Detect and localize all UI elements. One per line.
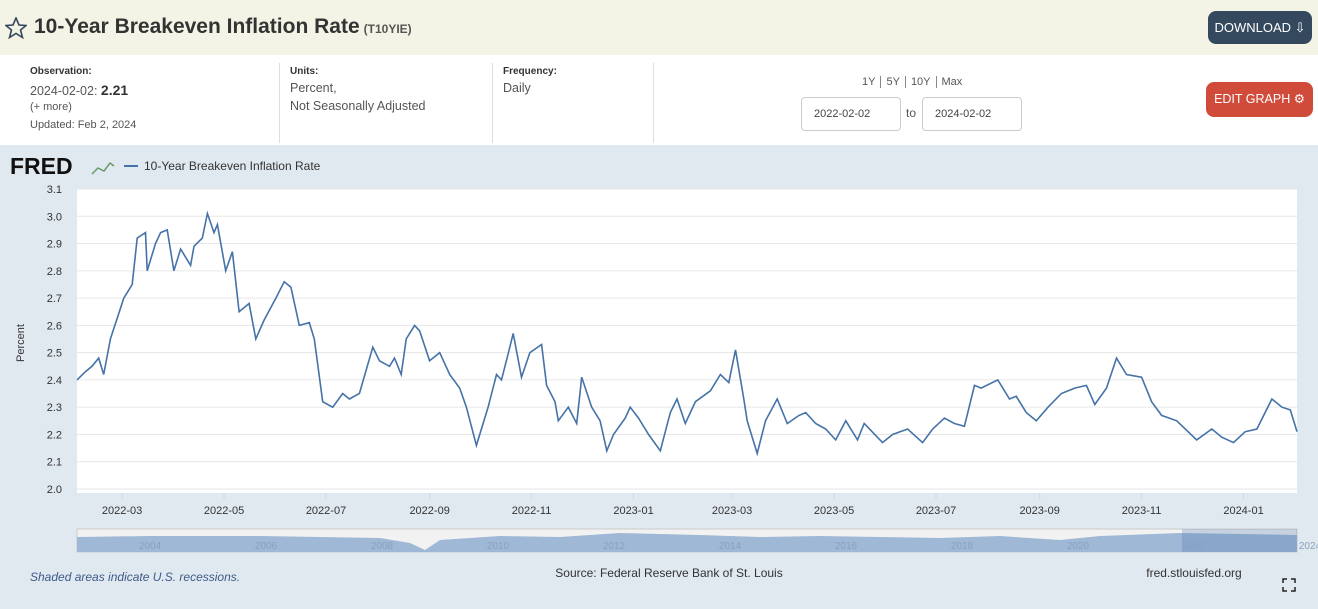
- source: Source: Federal Reserve Bank of St. Loui…: [555, 566, 782, 580]
- navigator-year: 2006: [255, 541, 278, 552]
- legend-label: 10-Year Breakeven Inflation Rate: [144, 159, 321, 173]
- navigator-year: 2014: [719, 541, 742, 552]
- x-tick-label: 2023-05: [814, 505, 854, 517]
- recession-note: Shaded areas indicate U.S. recessions.: [30, 570, 240, 584]
- edit-graph-button[interactable]: EDIT GRAPH ⚙: [1206, 82, 1313, 117]
- navigator-year: 2004: [139, 541, 162, 552]
- download-button[interactable]: DOWNLOAD ⇩: [1208, 11, 1312, 44]
- navigator-year: 2012: [603, 541, 626, 552]
- separator: [653, 63, 654, 143]
- x-tick-label: 2022-09: [409, 505, 449, 517]
- x-tick-label: 2022-03: [102, 505, 142, 517]
- y-tick-label: 2.6: [47, 320, 62, 332]
- observation-label: Observation:: [30, 66, 92, 77]
- more-link[interactable]: (+ more): [30, 101, 72, 113]
- y-tick-label: 2.8: [47, 266, 62, 278]
- navigator-year: 2016: [835, 541, 858, 552]
- x-tick-label: 2023-09: [1019, 505, 1059, 517]
- x-tick-label: 2023-07: [916, 505, 956, 517]
- frequency: Daily: [503, 81, 531, 95]
- y-tick-label: 2.3: [47, 402, 62, 414]
- separator: [279, 63, 280, 143]
- to-label: to: [906, 106, 917, 120]
- logo-icon: [91, 161, 115, 175]
- series-line: [76, 210, 1298, 457]
- frequency-label: Frequency:: [503, 66, 557, 77]
- navigator-selection[interactable]: [1182, 529, 1297, 552]
- range-link[interactable]: 10Y: [904, 76, 936, 88]
- separator: [492, 63, 493, 143]
- observation-value: 2.21: [100, 82, 129, 98]
- y-tick-label: 2.9: [47, 239, 62, 251]
- range-link[interactable]: 1Y: [862, 76, 876, 88]
- x-tick-label: 2022-07: [306, 505, 346, 517]
- units-label: Units:: [290, 66, 319, 77]
- range-links: 1Y 5Y 10Y Max: [857, 72, 968, 90]
- range-link[interactable]: Max: [935, 76, 968, 88]
- star-icon[interactable]: [5, 17, 27, 39]
- y-tick-label: 3.0: [47, 211, 62, 223]
- fred-logo: FRED: [10, 153, 73, 179]
- navigator-year: 2008: [371, 541, 394, 552]
- title: 10-Year Breakeven Inflation Rate (T10YIE): [34, 15, 412, 39]
- navigator-year: 2010: [487, 541, 510, 552]
- range-link[interactable]: 5Y: [880, 76, 905, 88]
- observation-date: 2024-02-02:: [30, 84, 98, 98]
- date-to[interactable]: 2024-02-02: [922, 97, 1022, 131]
- x-tick-label: 2023-01: [613, 505, 653, 517]
- y-axis-label: Percent: [15, 324, 27, 362]
- y-tick-label: 2.0: [47, 484, 62, 496]
- navigator-year: 2018: [951, 541, 974, 552]
- site: fred.stlouisfed.org: [1146, 566, 1241, 580]
- fullscreen-icon[interactable]: [1282, 578, 1296, 592]
- navigator-year: 2022: [1183, 541, 1206, 552]
- updated: Updated: Feb 2, 2024: [30, 119, 137, 131]
- y-tick-label: 2.1: [47, 457, 62, 469]
- plot-area: [77, 189, 1297, 493]
- download-text: DOWNLOAD: [1214, 20, 1292, 35]
- y-tick-label: 2.4: [47, 375, 62, 387]
- x-tick-label: 2022-05: [204, 505, 244, 517]
- edit-text: EDIT GRAPH: [1214, 92, 1291, 106]
- y-tick-label: 2.7: [47, 293, 62, 305]
- y-tick-label: 2.5: [47, 348, 62, 360]
- title-text: 10-Year Breakeven Inflation Rate: [34, 15, 360, 38]
- x-tick-label: 2022-11: [512, 505, 552, 517]
- navigator-year: 2024: [1299, 541, 1318, 552]
- units: Percent,: [290, 81, 337, 95]
- navigator-area: [77, 533, 1297, 552]
- series-id: (T10YIE): [363, 22, 412, 36]
- x-tick-label: 2023-11: [1122, 505, 1162, 517]
- chart: FRED Percent Shaded areas indicate U.S. …: [0, 145, 1318, 609]
- y-tick-label: 3.1: [47, 184, 62, 196]
- navigator-year: 2020: [1067, 541, 1090, 552]
- units-adjustment: Not Seasonally Adjusted: [290, 99, 426, 113]
- header: 10-Year Breakeven Inflation Rate (T10YIE)…: [0, 0, 1318, 55]
- y-tick-label: 2.2: [47, 429, 62, 441]
- date-from[interactable]: 2022-02-02: [801, 97, 901, 131]
- navigator: [76, 528, 1298, 553]
- x-tick-label: 2024-01: [1223, 505, 1263, 517]
- x-tick-label: 2023-03: [712, 505, 752, 517]
